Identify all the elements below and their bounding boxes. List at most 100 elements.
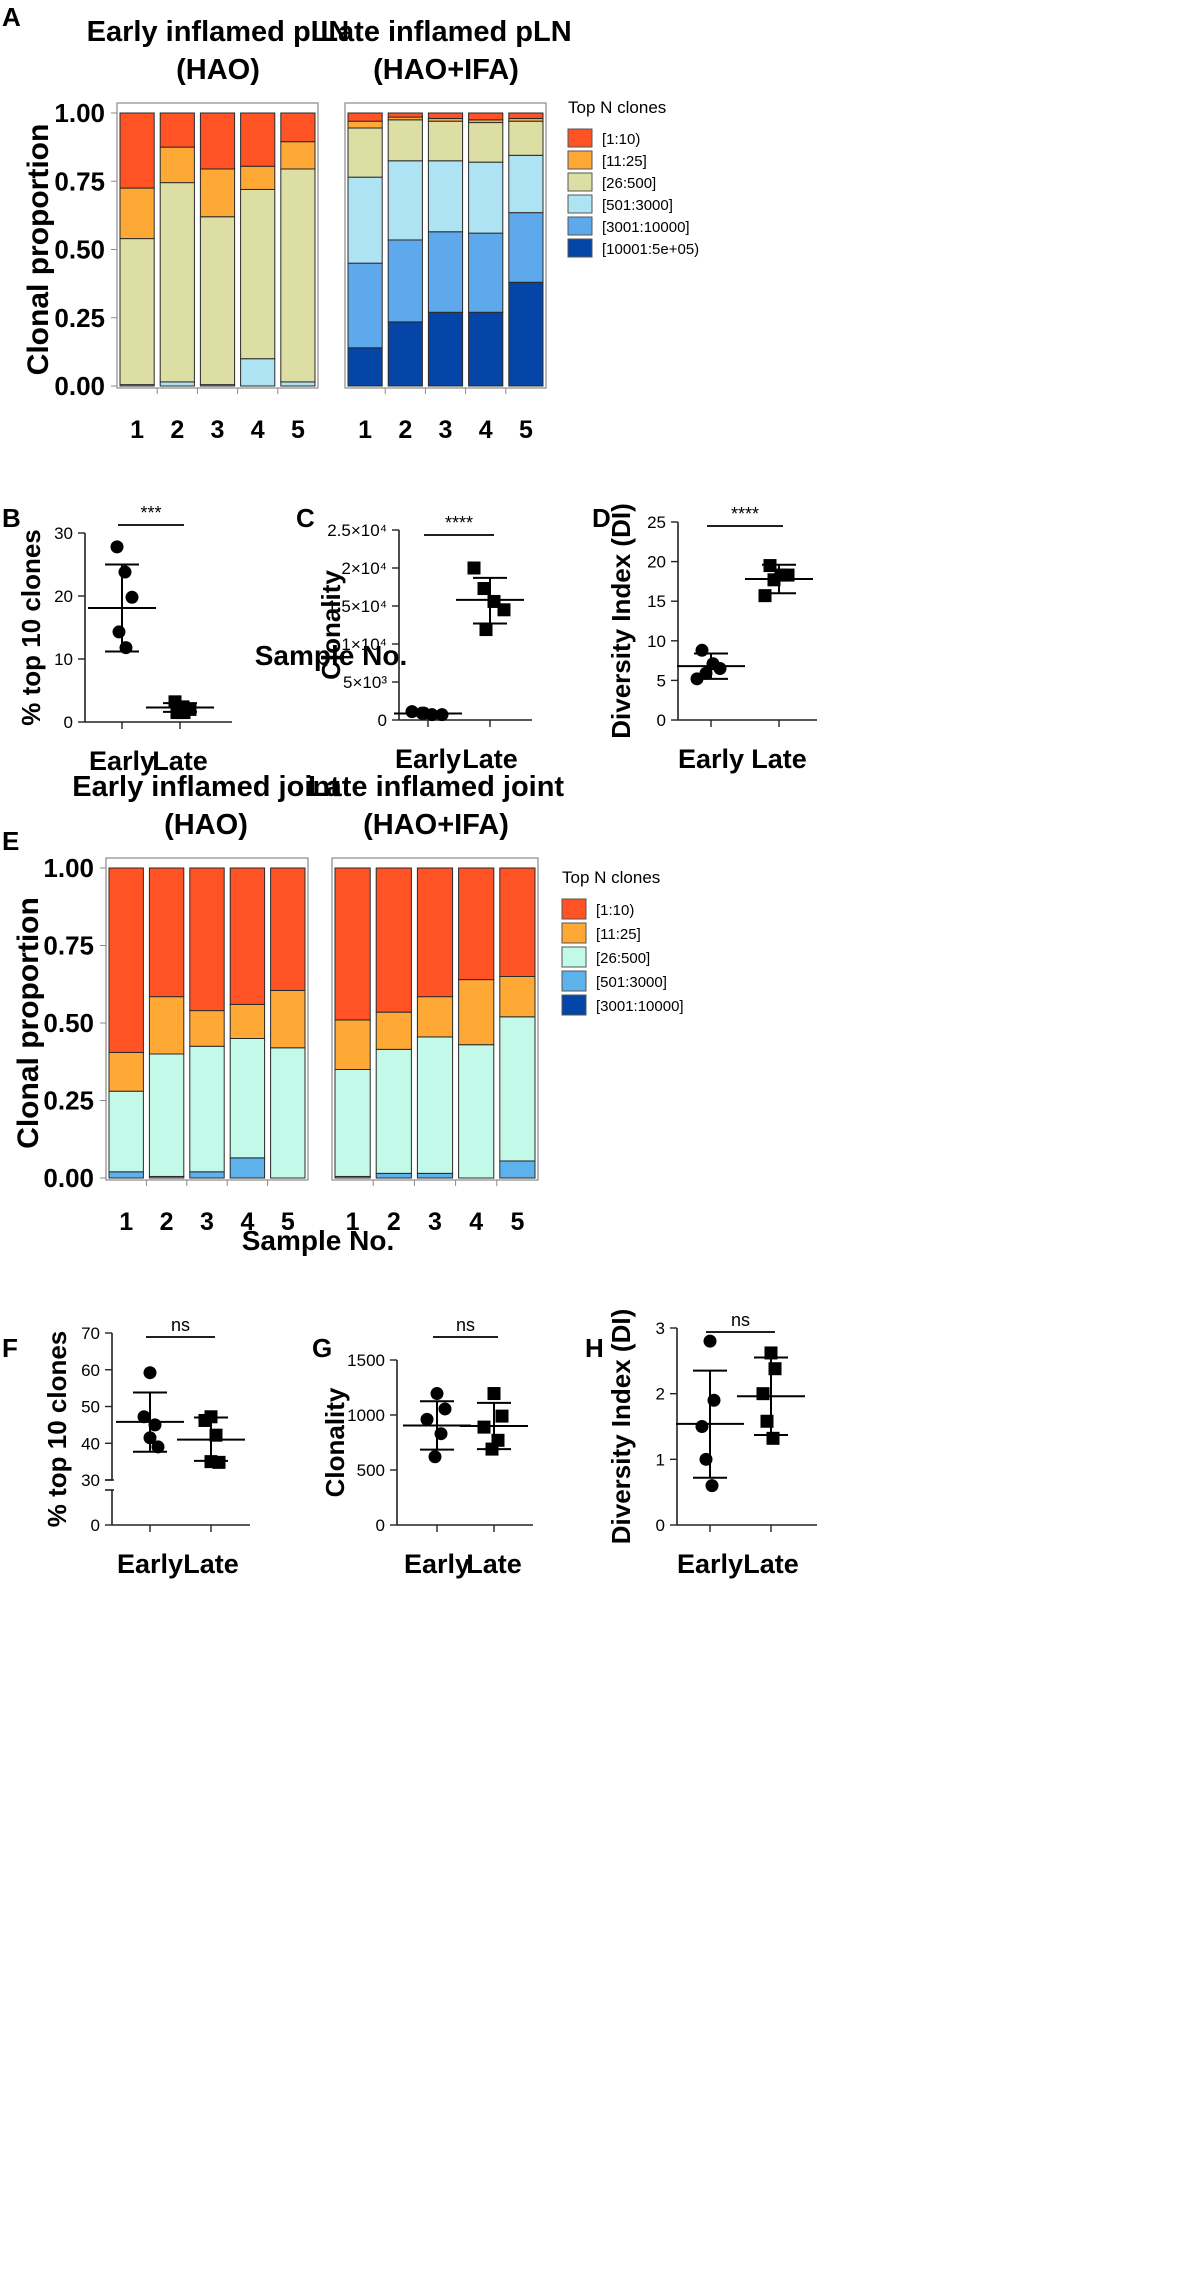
y-tick-label: 0.50 [43,1008,94,1038]
y-axis-label: Clonal proportion [12,897,45,1149]
bar-segment [280,168,316,383]
y-tick-label: 0.75 [54,166,105,196]
bar-segment [148,996,185,1055]
bar-segment [416,1172,454,1179]
bar-segment [334,1069,371,1177]
bar-segment [108,1171,144,1179]
legend-swatch [567,172,593,192]
y-tick-label: 2×10⁴ [341,559,387,578]
x-tick-label: Early [677,1549,743,1579]
y-tick-label: 1×10⁴ [341,635,387,654]
x-tick-label: Late [183,1549,239,1579]
y-tick-label: 2 [656,1385,665,1404]
panel-title: Late inflamed joint [308,771,565,803]
y-tick-label: 30 [81,1471,100,1490]
y-tick-label: 2.5×10⁴ [327,521,387,540]
x-tick-label: 4 [251,416,265,444]
bar-segment [334,867,371,1021]
legend-label: [3001:10000] [596,998,684,1015]
x-tick-label: 5 [281,1208,295,1236]
x-tick-label: 1 [358,416,372,444]
x-tick-label: 2 [387,1208,401,1236]
legend-swatch [561,946,587,968]
x-tick-label: 4 [469,1208,483,1236]
y-tick-label: 1.00 [43,853,94,883]
y-tick-label: 50 [81,1398,100,1417]
bar-segment [199,168,236,218]
data-point [495,1409,509,1423]
bar-segment [468,122,504,163]
bar-segment [148,1053,185,1177]
x-tick-label: Early [678,744,744,774]
bar-segment [387,239,423,323]
data-point [438,1402,452,1416]
data-point [756,1387,770,1401]
data-point [713,662,727,676]
legend-swatch [567,216,593,236]
y-tick-label: 0 [657,711,666,730]
x-tick-label: Early [117,1549,183,1579]
x-tick-label: 5 [519,416,533,444]
panel-label: C [296,503,315,533]
bar-segment [334,1019,371,1071]
data-point [695,1420,709,1433]
y-tick-label: 20 [647,553,666,572]
bar-segment [119,238,155,386]
bar-segment [499,1016,536,1162]
y-tick-label: 1000 [347,1406,385,1425]
bar-segment [468,112,504,121]
bar-segment [229,1003,266,1040]
data-point [118,565,132,579]
legend-swatch [567,238,593,258]
bar-segment [387,160,423,241]
x-tick-label: 1 [346,1208,360,1236]
panel-label: D [592,503,611,533]
x-tick-label: Late [751,744,807,774]
data-point [151,1440,165,1454]
bar-segment [458,867,495,981]
y-tick-label: 0.00 [54,371,105,401]
y-axis-label: Clonality [320,1387,350,1497]
legend-swatch [567,194,593,214]
legend-label: [501:3000] [602,197,673,214]
x-tick-label: 4 [479,416,493,444]
bar-segment [499,867,536,977]
x-tick-label: Late [466,1549,522,1579]
legend-swatch [567,150,593,170]
y-tick-label: 0.00 [43,1163,94,1193]
data-point [430,1387,444,1401]
y-tick-label: 1.00 [54,98,105,128]
data-point [112,625,126,639]
legend-label: [501:3000] [596,974,667,991]
bar-segment [240,165,276,190]
bar-segment [458,979,495,1046]
legend-title: Top N clones [562,868,660,887]
y-tick-label: 20 [54,587,73,606]
bar-segment [189,1010,225,1047]
legend-label: [1:10) [596,902,634,919]
x-tick-label: 5 [510,1208,524,1236]
legend-title: Top N clones [568,98,666,117]
y-tick-label: 10 [54,650,73,669]
data-point [467,561,481,575]
data-point [703,1334,717,1348]
panel-label: F [2,1333,18,1363]
bar-segment [347,112,383,122]
legend-label: [26:500] [602,175,656,192]
bar-segment [240,358,276,387]
x-tick-label: 3 [200,1208,214,1236]
data-point [137,1410,151,1424]
data-point [110,540,124,554]
bar-segment [375,867,412,1013]
y-tick-label: 1 [656,1450,665,1469]
x-tick-label: 5 [291,416,305,444]
panel-title: Early inflamed joint [72,771,340,803]
y-axis-label: Diversity Index (DI) [606,503,636,739]
data-point [477,582,491,596]
bar-segment [468,232,504,313]
bar-segment [159,112,195,148]
bar-segment [280,381,316,387]
bar-segment [387,112,423,118]
panel-title: (HAO) [164,809,248,841]
